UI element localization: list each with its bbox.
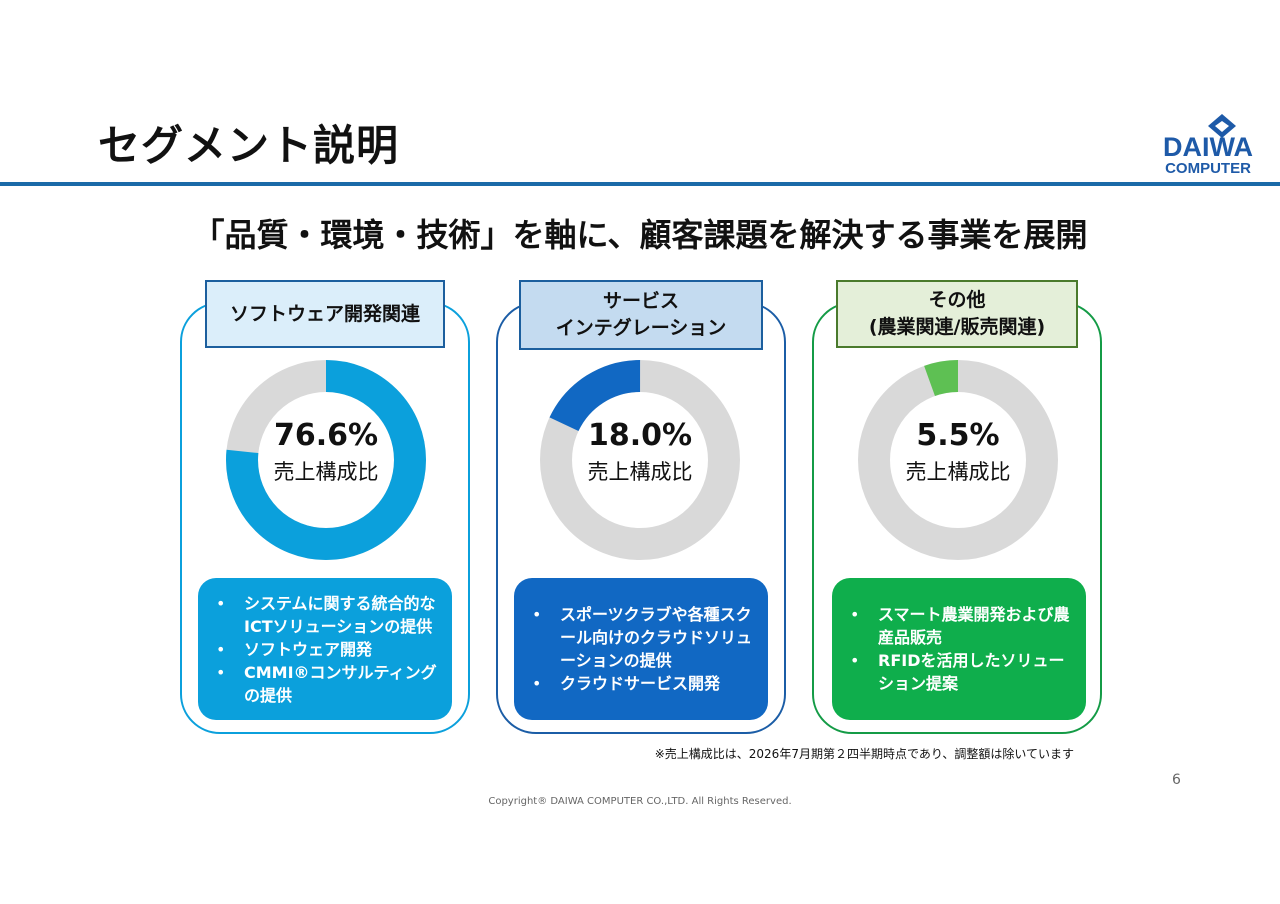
segment-label-line: (農業関連/販売関連) xyxy=(868,316,1046,338)
bullet-item: RFIDを活用したソリューション提案 xyxy=(842,649,1076,695)
segment-label-line: ソフトウェア開発関連 xyxy=(229,302,420,325)
footnote: ※売上構成比は、2026年7月期第２四半期時点であり、調整額は除いています xyxy=(654,747,1074,761)
donut-chart-software xyxy=(226,360,426,560)
description-box-service: スポーツクラブや各種スクール向けのクラウドソリューションの提供 クラウドサービス… xyxy=(514,578,768,720)
segment-label-line: インテグレーション xyxy=(555,317,727,339)
bullet-item: スポーツクラブや各種スクール向けのクラウドソリューションの提供 xyxy=(524,603,758,672)
bullet-item: スマート農業開発および農産品販売 xyxy=(842,603,1076,649)
segment-label-line: サービス xyxy=(602,290,679,312)
donut-chart-other xyxy=(858,360,1058,560)
description-box-software: システムに関する統合的なICTソリューションの提供 ソフトウェア開発 CMMI®… xyxy=(198,578,452,720)
segment-label-service: サービス インテグレーション xyxy=(519,280,763,350)
bullet-item: システムに関する統合的なICTソリューションの提供 xyxy=(208,592,442,638)
percent-label: 売上構成比 xyxy=(273,460,379,484)
slide-subtitle: 「品質・環境・技術」を軸に、顧客課題を解決する事業を展開 xyxy=(192,216,1088,254)
segment-label-other: その他 (農業関連/販売関連) xyxy=(836,280,1078,348)
percent-label: 売上構成比 xyxy=(587,460,693,484)
donut-track xyxy=(858,360,1058,560)
bullet-list: スマート農業開発および農産品販売 RFIDを活用したソリューション提案 xyxy=(842,603,1076,695)
title-divider xyxy=(0,182,1280,186)
description-box-other: スマート農業開発および農産品販売 RFIDを活用したソリューション提案 xyxy=(832,578,1086,720)
percent-value: 18.0% xyxy=(587,418,693,453)
bullet-list: スポーツクラブや各種スクール向けのクラウドソリューションの提供 クラウドサービス… xyxy=(524,603,758,695)
percent-value: 76.6% xyxy=(273,418,379,453)
slide-title: セグメント説明 xyxy=(98,121,400,170)
segment-label-software: ソフトウェア開発関連 xyxy=(205,280,445,348)
copyright: Copyright® DAIWA COMPUTER CO.,LTD. All R… xyxy=(488,796,792,807)
bullet-item: クラウドサービス開発 xyxy=(524,672,758,695)
donut-chart-service xyxy=(540,360,740,560)
donut-segment-arc xyxy=(858,360,1058,560)
page-number: 6 xyxy=(1172,772,1181,788)
segment-label-line: その他 xyxy=(928,289,986,311)
bullet-list: システムに関する統合的なICTソリューションの提供 ソフトウェア開発 CMMI®… xyxy=(208,592,442,707)
bullet-item: CMMI®コンサルティングの提供 xyxy=(208,661,442,707)
percent-label: 売上構成比 xyxy=(905,460,1011,484)
daiwa-logo: DAIWA COMPUTER xyxy=(1163,114,1253,176)
logo-text-bottom: COMPUTER xyxy=(1165,160,1251,176)
donut-segment-arc xyxy=(226,360,426,560)
logo-text-top: DAIWA xyxy=(1163,132,1253,162)
percent-value: 5.5% xyxy=(916,418,1000,453)
bullet-item: ソフトウェア開発 xyxy=(208,638,442,661)
